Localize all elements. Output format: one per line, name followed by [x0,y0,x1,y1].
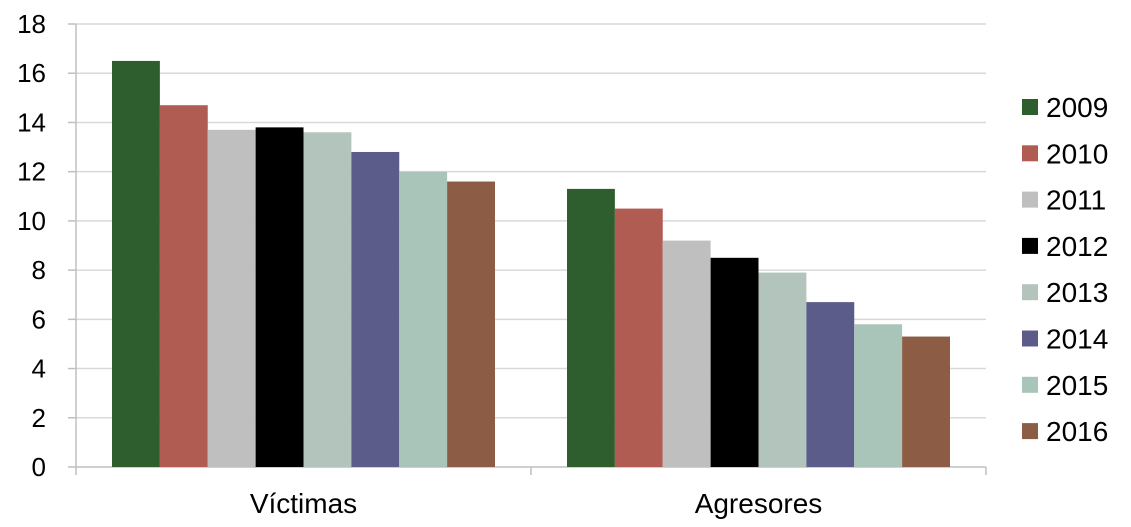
y-tick-label: 0 [32,452,46,482]
bar-2010-agresores [614,208,663,468]
bar-2016-victimas [447,181,495,467]
bar-2014-victimas [351,151,400,467]
legend-label: 2015 [1046,370,1108,401]
bar-2009-victimas [112,60,160,468]
legend-item-2014: 2014 [1022,324,1108,355]
y-tick-label: 4 [32,354,46,384]
legend-item-2012: 2012 [1022,231,1108,262]
y-tick-label: 18 [17,9,46,39]
y-tick-label: 6 [32,304,46,334]
bars [112,60,950,468]
legend-item-2013: 2013 [1022,277,1108,308]
legend-label: 2016 [1046,416,1108,447]
legend-swatch [1022,284,1038,301]
legend-label: 2014 [1046,324,1108,355]
bar-2013-victimas [303,132,352,468]
legend-label: 2011 [1046,185,1106,216]
legend-swatch [1022,423,1038,440]
bar-2010-victimas [159,105,208,467]
bar-2011-victimas [207,129,256,468]
legend-label: 2009 [1046,92,1108,123]
legend-swatch [1022,191,1038,208]
bar-2009-agresores [567,188,615,467]
bar-2015-agresores [854,324,903,467]
legend-item-2015: 2015 [1022,370,1108,401]
legend-swatch [1022,145,1038,162]
legend-swatch [1022,99,1038,115]
y-tick-label: 2 [32,403,46,433]
bar-2011-agresores [662,240,711,467]
bar-2015-victimas [399,171,448,467]
y-tick-label: 14 [17,107,46,137]
legend-item-2011: 2011 [1022,185,1106,216]
legend-label: 2012 [1046,231,1108,262]
x-category-label: Agresores [695,488,823,519]
y-tick-label: 12 [17,157,46,187]
legend-swatch [1022,330,1038,347]
legend-swatch [1022,376,1038,393]
bar-2013-agresores [758,272,807,467]
y-tick-label: 16 [17,58,46,88]
bar-2016-agresores [902,336,950,467]
bar-2012-victimas [255,127,304,467]
legend-item-2016: 2016 [1022,416,1108,447]
legend-label: 2013 [1046,277,1108,308]
legend-label: 2010 [1046,138,1108,169]
bar-2014-agresores [806,302,855,467]
legend-item-2009: 2009 [1022,92,1108,123]
y-tick-label: 10 [17,206,46,236]
axis-labels: 0 2 4 6 8 10 12 14 16 18 Víctimas Agresores [17,9,822,519]
legend-swatch [1022,237,1038,254]
bar-2012-agresores [710,257,759,467]
legend-item-2010: 2010 [1022,138,1108,169]
y-tick-label: 8 [32,255,46,285]
x-category-label: Víctimas [250,488,357,519]
legend: 2009 2010 2011 2012 2013 2014 2015 2016 [1022,92,1108,447]
